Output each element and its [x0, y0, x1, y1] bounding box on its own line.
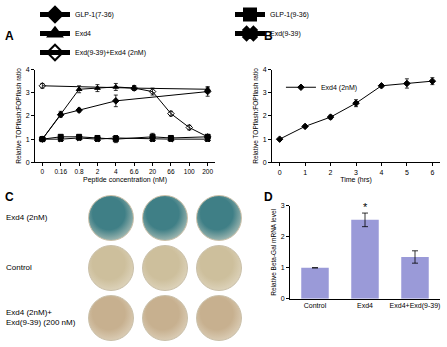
svg-text:4: 4: [26, 66, 30, 73]
svg-text:1: 1: [281, 264, 285, 271]
html-text:Control: Control: [6, 263, 32, 272]
svg-text:B: B: [264, 29, 273, 43]
svg-text:GLP-1(7-36): GLP-1(7-36): [75, 11, 114, 19]
svg-text:0.8: 0.8: [75, 168, 84, 175]
svg-text:1: 1: [303, 169, 307, 176]
svg-text:Exd(9-39): Exd(9-39): [270, 30, 301, 38]
svg-text:0: 0: [281, 295, 285, 302]
svg-text:1: 1: [263, 136, 267, 143]
svg-text:0: 0: [278, 169, 282, 176]
svg-text:Relative TOPflash:FOPflash rat: Relative TOPflash:FOPflash ratio: [252, 68, 259, 164]
svg-text:Exd4: Exd4: [75, 30, 91, 37]
svg-text:Time (hrs): Time (hrs): [340, 176, 372, 184]
html-text:Exd4 (2nM): Exd4 (2nM): [6, 213, 48, 222]
svg-text:3: 3: [26, 89, 30, 96]
svg-text:1: 1: [26, 136, 30, 143]
svg-text:6: 6: [430, 169, 434, 176]
html-text:Exd4 (2nM)+: Exd4 (2nM)+: [6, 308, 52, 317]
svg-text:Relative Beta-Gal mRNA level: Relative Beta-Gal mRNA level: [270, 208, 277, 295]
svg-text:4: 4: [379, 169, 383, 176]
svg-text:200: 200: [202, 168, 213, 175]
svg-text:2: 2: [263, 112, 267, 119]
svg-text:Peptide concentration (nM): Peptide concentration (nM): [83, 176, 167, 184]
svg-text:Control: Control: [304, 302, 327, 309]
svg-text:2: 2: [96, 168, 100, 175]
svg-text:0.16: 0.16: [54, 168, 67, 175]
svg-text:2: 2: [26, 112, 30, 119]
svg-text:2: 2: [281, 233, 285, 240]
svg-text:66: 66: [167, 168, 175, 175]
svg-text:D: D: [264, 190, 273, 204]
svg-text:A: A: [5, 29, 14, 43]
svg-text:100: 100: [184, 168, 195, 175]
svg-text:0: 0: [263, 159, 267, 166]
svg-text:20: 20: [149, 168, 157, 175]
svg-text:5: 5: [405, 169, 409, 176]
svg-text:6.6: 6.6: [130, 168, 139, 175]
svg-text:4: 4: [114, 168, 118, 175]
svg-text:Exd4: Exd4: [357, 302, 373, 309]
svg-text:C: C: [5, 190, 14, 204]
svg-text:3: 3: [263, 89, 267, 96]
svg-text:Exd4 (2nM): Exd4 (2nM): [321, 84, 357, 92]
svg-text:GLP-1(9-36): GLP-1(9-36): [270, 11, 309, 19]
svg-text:Exd(9-39)+Exd4 (2nM): Exd(9-39)+Exd4 (2nM): [75, 49, 146, 57]
html-text:Exd(9-39) (200 nM): Exd(9-39) (200 nM): [6, 318, 76, 327]
svg-text:*: *: [363, 201, 368, 213]
svg-text:3: 3: [281, 202, 285, 209]
svg-text:Exd4+Exd(9-39): Exd4+Exd(9-39): [390, 302, 441, 310]
svg-text:3: 3: [354, 169, 358, 176]
svg-text:Relative TOPflash:FOPflash rat: Relative TOPflash:FOPflash ratio: [15, 68, 22, 164]
svg-text:0: 0: [41, 168, 45, 175]
svg-text:2: 2: [329, 169, 333, 176]
svg-text:4: 4: [263, 66, 267, 73]
svg-text:0: 0: [26, 159, 30, 166]
